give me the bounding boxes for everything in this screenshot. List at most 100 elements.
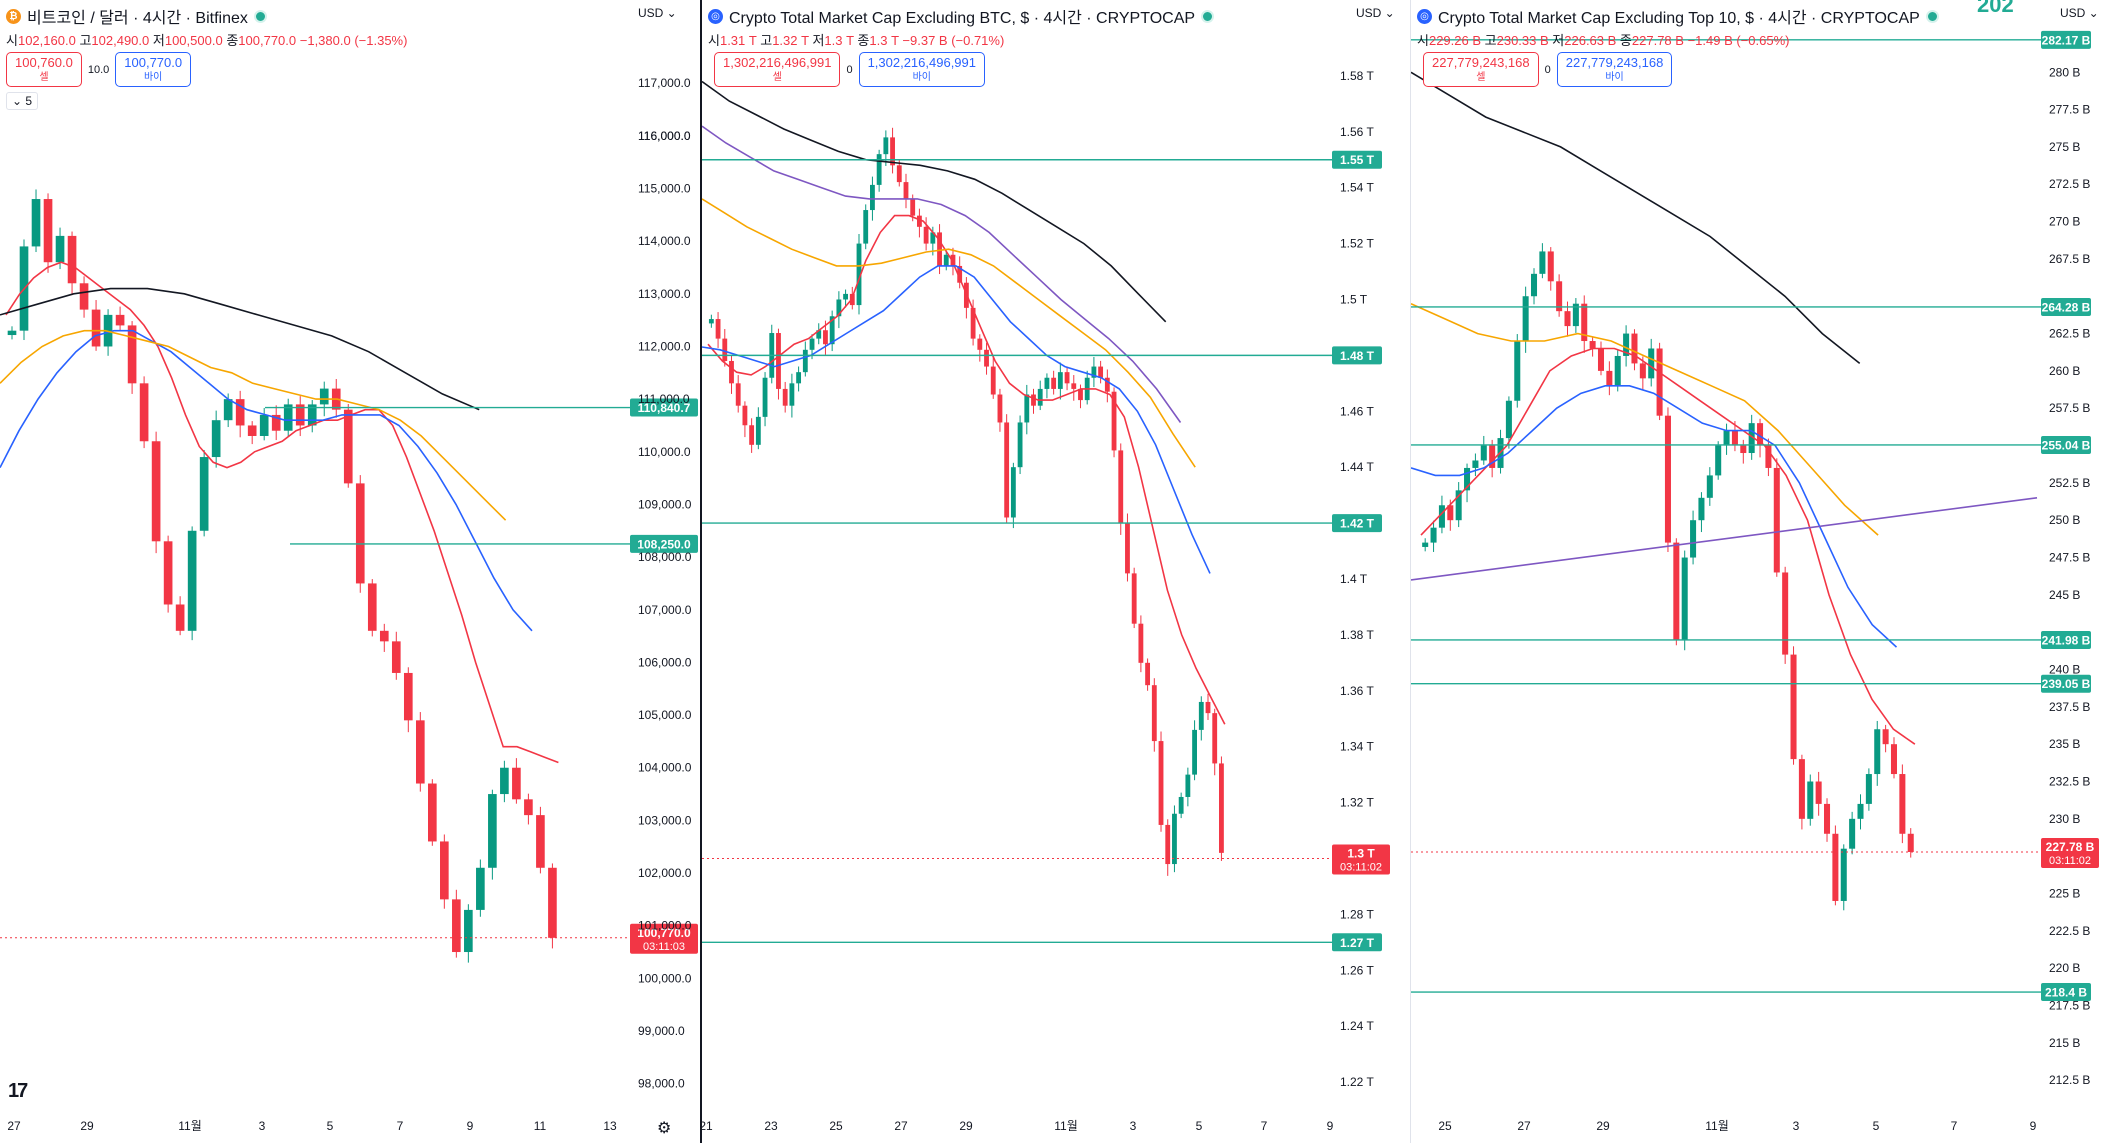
candle-body[interactable]	[776, 333, 781, 389]
x-axis[interactable]: 27 29 11월 3 5 7 9 11 13	[7, 1119, 617, 1133]
candle-body[interactable]	[1664, 415, 1671, 543]
total2-symbol-header[interactable]: ◎ Crypto Total Market Cap Excluding BTC,…	[708, 4, 1215, 28]
candle-body[interactable]	[729, 360, 734, 384]
currency-selector[interactable]: USD ⌄	[634, 4, 681, 22]
candle-body[interactable]	[782, 388, 788, 406]
candle-body[interactable]	[1890, 744, 1898, 775]
candle-body[interactable]	[1882, 729, 1889, 745]
candle-body[interactable]	[343, 409, 353, 484]
candle-body[interactable]	[127, 325, 137, 384]
btc-chart-panel[interactable]: 110,840.7 108,250.0 100,770.0 03:11:03 116,0…	[0, 0, 700, 1143]
panel-divider[interactable]	[1410, 0, 1411, 1143]
candle-body[interactable]	[139, 383, 149, 442]
candle-body[interactable]	[1192, 729, 1197, 775]
buy-button[interactable]: 100,770.0 바이	[115, 52, 192, 87]
candle-body[interactable]	[1051, 377, 1057, 389]
candle-body[interactable]	[1572, 303, 1579, 327]
indicator-toggle[interactable]: ⌄ 5	[6, 92, 39, 110]
buy-button[interactable]: 1,302,216,496,991 바이	[858, 52, 985, 87]
candle-body[interactable]	[548, 867, 557, 938]
candle-body[interactable]	[1857, 803, 1864, 819]
candle-body[interactable]	[1447, 505, 1454, 521]
candle-body[interactable]	[7, 330, 17, 336]
candle-body[interactable]	[1740, 445, 1747, 454]
plot-area[interactable]	[1411, 39, 2043, 993]
others-chart-panel[interactable]: 282.17 B 264.28 B 255.04 B 241.98 B 239.05 B…	[1411, 0, 2118, 1143]
candle-body[interactable]	[762, 377, 768, 417]
candle-body[interactable]	[1145, 662, 1151, 686]
candle-body[interactable]	[1757, 423, 1764, 446]
candle-body[interactable]	[1790, 654, 1797, 760]
candle-body[interactable]	[930, 232, 936, 244]
candle-body[interactable]	[1673, 542, 1680, 640]
candle-body[interactable]	[708, 319, 714, 324]
candle-body[interactable]	[1212, 713, 1218, 764]
candle-body[interactable]	[1656, 348, 1663, 416]
candle-body[interactable]	[488, 794, 497, 868]
candle-body[interactable]	[1522, 296, 1529, 342]
btc-chart-canvas[interactable]: 110,840.7 108,250.0 100,770.003:11:03 116,0…	[0, 0, 700, 1143]
candle-body[interactable]	[1505, 400, 1512, 439]
candle-body[interactable]	[1017, 422, 1023, 468]
candle-body[interactable]	[55, 235, 65, 263]
candle-body[interactable]	[1865, 774, 1872, 804]
candle-body[interactable]	[211, 420, 221, 458]
candle-body[interactable]	[1031, 394, 1036, 406]
buy-button[interactable]: 227,779,243,168 바이	[1556, 52, 1673, 87]
candle-body[interactable]	[1631, 333, 1638, 364]
candle-body[interactable]	[890, 137, 895, 166]
candle-body[interactable]	[1104, 377, 1110, 392]
candle-body[interactable]	[307, 404, 317, 426]
candle-body[interactable]	[79, 283, 89, 310]
candle-body[interactable]	[876, 154, 882, 185]
candle-body[interactable]	[755, 416, 761, 445]
candle-body[interactable]	[1514, 341, 1521, 401]
candle-body[interactable]	[1185, 774, 1191, 797]
candle-body[interactable]	[1037, 388, 1043, 406]
x-axis[interactable]: 25 27 29 11월 3 5 7 9	[1438, 1119, 2036, 1133]
panel-divider[interactable]	[700, 0, 702, 1143]
candle-body[interactable]	[1715, 445, 1722, 476]
candle-body[interactable]	[1004, 422, 1010, 518]
candle-body[interactable]	[1024, 394, 1030, 423]
candle-body[interactable]	[843, 293, 849, 300]
candle-body[interactable]	[1064, 372, 1070, 384]
candle-body[interactable]	[1472, 460, 1479, 468]
candle-body[interactable]	[31, 199, 41, 247]
candle-body[interactable]	[163, 541, 173, 605]
candle-body[interactable]	[957, 265, 963, 283]
candle-body[interactable]	[715, 319, 721, 339]
candle-body[interactable]	[722, 338, 728, 361]
candle-body[interactable]	[91, 309, 101, 347]
candle-body[interactable]	[1698, 497, 1705, 521]
candle-body[interactable]	[187, 530, 197, 631]
plot-area[interactable]	[0, 189, 632, 963]
candle-body[interactable]	[735, 383, 741, 406]
candle-body[interactable]	[367, 583, 377, 631]
candle-body[interactable]	[870, 184, 875, 211]
candle-body[interactable]	[247, 425, 257, 436]
candle-body[interactable]	[1178, 796, 1184, 814]
candle-body[interactable]	[1198, 701, 1204, 730]
candle-body[interactable]	[950, 254, 956, 266]
candle-body[interactable]	[1098, 366, 1104, 378]
candle-body[interactable]	[1556, 281, 1563, 312]
candle-body[interactable]	[1531, 273, 1538, 297]
candle-body[interactable]	[910, 198, 916, 216]
candle-body[interactable]	[175, 604, 185, 631]
candle-body[interactable]	[1815, 781, 1822, 804]
candle-body[interactable]	[836, 299, 842, 317]
candle-body[interactable]	[1078, 388, 1083, 401]
others-chart-canvas[interactable]: 282.17 B 264.28 B 255.04 B 241.98 B 239.05 B…	[1411, 0, 2118, 1143]
sell-button[interactable]: 1,302,216,496,991 셀	[714, 52, 841, 87]
y-axis[interactable]: 116,000.0117,000.0116,000.0115,000.0114,…	[638, 76, 692, 1090]
candle-body[interactable]	[115, 314, 125, 326]
candle-body[interactable]	[1172, 813, 1177, 865]
currency-selector[interactable]: USD ⌄	[1352, 4, 1399, 22]
candle-body[interactable]	[1690, 520, 1697, 558]
candle-body[interactable]	[937, 232, 942, 266]
candle-body[interactable]	[1489, 445, 1496, 468]
candle-body[interactable]	[1464, 467, 1471, 491]
candle-body[interactable]	[749, 425, 755, 445]
candle-body[interactable]	[440, 841, 449, 900]
